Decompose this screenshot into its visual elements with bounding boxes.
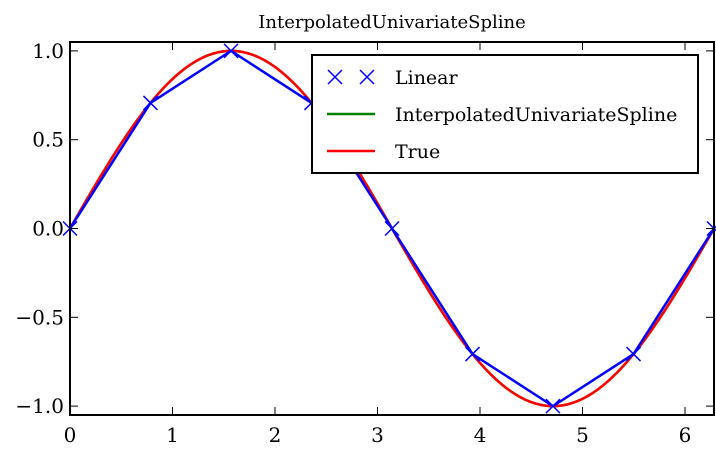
legend-marker (359, 69, 375, 85)
x-tick-label: 3 (371, 423, 384, 447)
legend-label: Linear (395, 67, 459, 89)
legend-marker (327, 69, 343, 85)
data-point (464, 346, 481, 362)
plot-area (62, 43, 716, 414)
legend-entry-true: True (327, 141, 440, 163)
data-point (223, 43, 239, 59)
x-tick-label: 2 (269, 423, 282, 447)
y-tick-label: 0.0 (32, 217, 64, 241)
legend-label: True (395, 141, 440, 163)
legend-box (311, 54, 699, 174)
data-point (142, 95, 158, 111)
data-point (626, 346, 642, 362)
y-tick-label: −0.5 (15, 305, 64, 329)
y-tick-label: 0.5 (32, 128, 64, 152)
axes: 0 1 2 3 4 5 6 −1.0 −0.5 0.0 0.5 1.0 (15, 39, 715, 447)
x-tick-label: 4 (474, 423, 487, 447)
data-point (384, 220, 400, 237)
x-tick-label: 0 (64, 423, 77, 447)
x-tick-label: 5 (576, 423, 589, 447)
chart-title: InterpolatedUnivariateSpline (258, 12, 525, 33)
x-tick-label: 6 (679, 423, 692, 447)
legend-label: InterpolatedUnivariateSpline (395, 104, 677, 126)
legend-entry-interpolatedunivariatespline: InterpolatedUnivariateSpline (327, 104, 677, 126)
legend: Linear InterpolatedUnivariateSpline True (311, 54, 699, 174)
legend-entry-linear: Linear (327, 67, 459, 89)
y-tick-label: 1.0 (32, 39, 64, 63)
y-tick-label: −1.0 (15, 394, 64, 418)
x-tick-label: 1 (166, 423, 179, 447)
data-point (545, 398, 561, 414)
